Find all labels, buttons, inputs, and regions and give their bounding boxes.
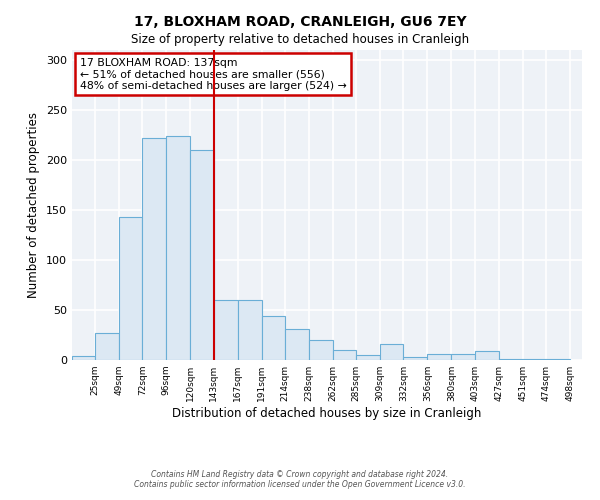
- Bar: [95, 333, 119, 360]
- Bar: [523, 359, 546, 360]
- Y-axis label: Number of detached properties: Number of detached properties: [28, 112, 40, 298]
- Bar: [285, 329, 309, 360]
- Bar: [499, 359, 523, 360]
- Bar: [475, 351, 499, 360]
- Bar: [309, 340, 333, 360]
- Text: 17, BLOXHAM ROAD, CRANLEIGH, GU6 7EY: 17, BLOXHAM ROAD, CRANLEIGH, GU6 7EY: [134, 15, 466, 29]
- Bar: [333, 350, 356, 360]
- Bar: [72, 356, 95, 360]
- Bar: [238, 300, 262, 360]
- Bar: [403, 357, 427, 360]
- Bar: [451, 354, 475, 360]
- Bar: [356, 355, 380, 360]
- Bar: [142, 138, 166, 360]
- Bar: [190, 150, 214, 360]
- Text: Contains HM Land Registry data © Crown copyright and database right 2024.
Contai: Contains HM Land Registry data © Crown c…: [134, 470, 466, 489]
- Bar: [380, 344, 403, 360]
- Bar: [262, 316, 285, 360]
- Bar: [119, 217, 142, 360]
- Bar: [166, 136, 190, 360]
- X-axis label: Distribution of detached houses by size in Cranleigh: Distribution of detached houses by size …: [172, 407, 482, 420]
- Text: Size of property relative to detached houses in Cranleigh: Size of property relative to detached ho…: [131, 32, 469, 46]
- Text: 17 BLOXHAM ROAD: 137sqm
← 51% of detached houses are smaller (556)
48% of semi-d: 17 BLOXHAM ROAD: 137sqm ← 51% of detache…: [80, 58, 346, 91]
- Bar: [427, 354, 451, 360]
- Bar: [214, 300, 238, 360]
- Bar: [546, 359, 570, 360]
